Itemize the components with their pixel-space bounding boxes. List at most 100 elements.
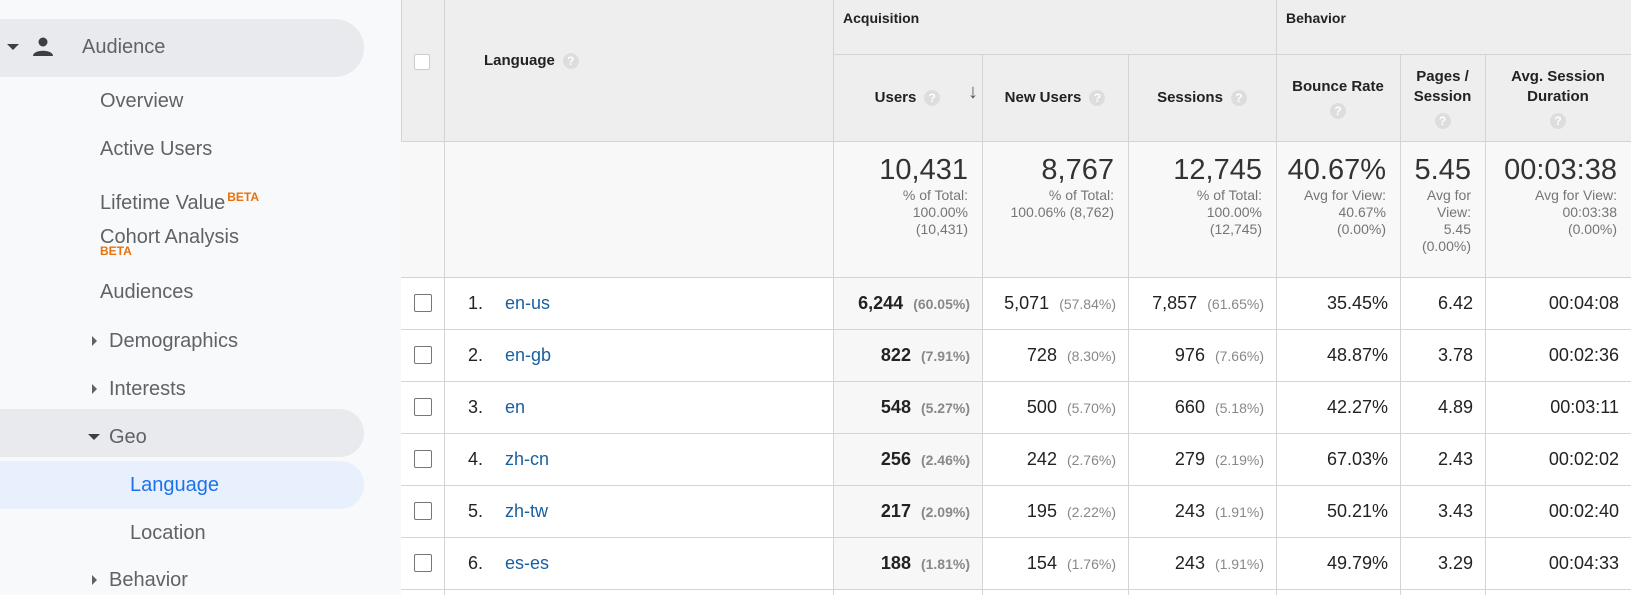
total-cell: 12,745% of Total: 100.00% (12,745) <box>1128 153 1262 238</box>
nav-highlight <box>0 409 364 457</box>
language-link[interactable]: es-es <box>505 553 550 573</box>
nav-item[interactable]: Language <box>130 473 219 497</box>
row-border <box>401 141 1631 142</box>
help-icon: ? <box>1230 89 1247 106</box>
nav-item[interactable]: Interests <box>109 377 186 401</box>
row-checkbox[interactable] <box>414 398 432 416</box>
metric-percent: (1.91%) <box>1214 504 1264 520</box>
expand-arrow <box>92 384 97 394</box>
person-icon <box>33 37 53 56</box>
nav-item[interactable]: Audiences <box>100 280 193 304</box>
metric-cell: 217 (2.09%) <box>833 485 970 537</box>
language-link[interactable]: en <box>505 397 526 417</box>
nav-item[interactable]: Lifetime Value BETA <box>100 185 259 214</box>
metric-cell: 67.03% <box>1276 433 1388 485</box>
header-label: Users <box>874 88 917 106</box>
metric-value: 217 <box>880 501 911 521</box>
column-header[interactable]: Sessions? <box>1128 54 1276 141</box>
expand-arrow <box>92 336 97 346</box>
nav-label: Demographics <box>109 330 238 352</box>
column-header[interactable]: Avg. Session Duration? <box>1485 54 1631 141</box>
total-note: % of Total: <box>902 187 968 203</box>
metric-cell: 35.45% <box>1276 277 1388 329</box>
dimension-header: Language? <box>484 52 579 70</box>
metric-value: 00:02:36 <box>1548 345 1619 365</box>
metric-value: 42.27% <box>1326 397 1388 417</box>
header-label: Pages / Session <box>1413 67 1472 105</box>
metric-value: 00:02:02 <box>1548 449 1619 469</box>
metric-value: 4.89 <box>1437 397 1473 417</box>
row-checkbox[interactable] <box>414 450 432 468</box>
column-shade <box>833 277 982 329</box>
metric-cell: 00:03:11 <box>1485 381 1619 433</box>
row-checkbox[interactable] <box>414 502 432 520</box>
column-header[interactable]: Bounce Rate? <box>1276 54 1400 141</box>
metric-value: 154 <box>1026 553 1057 573</box>
column-border <box>1485 54 1486 595</box>
metric-cell: 00:04:08 <box>1485 277 1619 329</box>
metric-percent: (2.46%) <box>920 452 970 468</box>
row-checkbox[interactable] <box>414 554 432 572</box>
row-index: 1. <box>467 293 483 313</box>
total-note: (0.00%) <box>1421 238 1471 254</box>
nav-item[interactable]: Audience <box>82 35 165 59</box>
column-header-text: Sessions? <box>1157 88 1247 108</box>
metric-value: 976 <box>1174 345 1205 365</box>
total-cell: 8,767% of Total: 100.06% (8,762) <box>982 153 1114 221</box>
row-checkbox[interactable] <box>414 346 432 364</box>
column-header-text: Pages / Session? <box>1406 67 1479 129</box>
nav-item[interactable]: Demographics <box>109 329 238 353</box>
help-icon: ? <box>562 53 579 70</box>
language-link[interactable]: en-gb <box>505 345 552 365</box>
expand-arrow <box>7 44 19 50</box>
metric-value: 243 <box>1174 553 1205 573</box>
column-shade <box>833 381 982 433</box>
metric-value: 728 <box>1026 345 1057 365</box>
nav-item[interactable]: Overview <box>100 89 183 113</box>
column-border <box>444 0 445 595</box>
metric-cell: 3.29 <box>1400 537 1473 589</box>
nav-label: Cohort Analysis <box>100 226 239 248</box>
metric-percent: (61.65%) <box>1207 296 1264 312</box>
nav-item[interactable]: Geo <box>109 425 147 449</box>
nav-item[interactable]: Location <box>130 521 206 545</box>
total-value: 00:03:38 <box>1504 154 1617 186</box>
metric-cell: 2.43 <box>1400 433 1473 485</box>
metric-cell: 154 (1.76%) <box>982 537 1116 589</box>
row-border <box>401 433 1631 434</box>
metric-cell: 50.21% <box>1276 485 1388 537</box>
nav-item[interactable]: Cohort Analysis <box>100 225 239 249</box>
metric-value: 00:03:11 <box>1550 397 1619 417</box>
row-checkbox[interactable] <box>414 294 432 312</box>
language-link[interactable]: zh-tw <box>505 501 549 521</box>
total-note: 100.00% <box>912 204 968 220</box>
nav-label: Interests <box>109 378 186 400</box>
nav-item[interactable]: Behavior <box>109 568 188 592</box>
metric-cell: 6.42 <box>1400 277 1473 329</box>
metric-value: 3.78 <box>1437 345 1473 365</box>
help-icon: ? <box>1089 89 1106 106</box>
language-link[interactable]: en-us <box>505 293 551 313</box>
nav-label: Audiences <box>100 281 194 303</box>
metric-percent: (8.30%) <box>1066 348 1116 364</box>
language-link[interactable]: zh-cn <box>505 449 550 469</box>
metric-value: 660 <box>1174 397 1205 417</box>
metric-value: 500 <box>1026 397 1057 417</box>
metric-value: 243 <box>1174 501 1205 521</box>
column-header[interactable]: Pages / Session? <box>1400 54 1485 141</box>
row-border <box>833 54 1631 55</box>
group-header: Behavior <box>1286 10 1346 26</box>
nav-item[interactable]: Active Users <box>100 137 212 161</box>
metric-value: 00:02:40 <box>1548 501 1619 521</box>
totals-background <box>401 141 1631 277</box>
total-value: 10,431 <box>879 154 968 186</box>
total-cell: 5.45 Avg for View: 5.45 (0.00%) <box>1400 153 1471 255</box>
metric-cell: 48.87% <box>1276 329 1388 381</box>
column-header[interactable]: Users? ↓ <box>833 54 982 141</box>
select-all-checkbox[interactable] <box>414 54 430 70</box>
nav-label: Geo <box>109 426 147 448</box>
metric-value: 256 <box>880 449 911 469</box>
column-header[interactable]: New Users? <box>982 54 1128 141</box>
metric-cell: 188 (1.81%) <box>833 537 970 589</box>
metric-cell: 728 (8.30%) <box>982 329 1116 381</box>
